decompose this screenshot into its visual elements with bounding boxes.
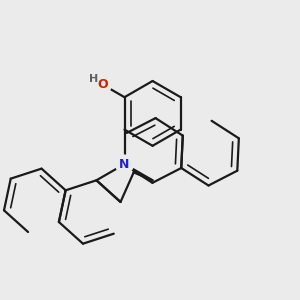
Text: O: O bbox=[97, 78, 108, 91]
Circle shape bbox=[93, 75, 111, 93]
Text: N: N bbox=[119, 158, 130, 171]
Text: H: H bbox=[89, 74, 98, 84]
Circle shape bbox=[116, 155, 134, 173]
